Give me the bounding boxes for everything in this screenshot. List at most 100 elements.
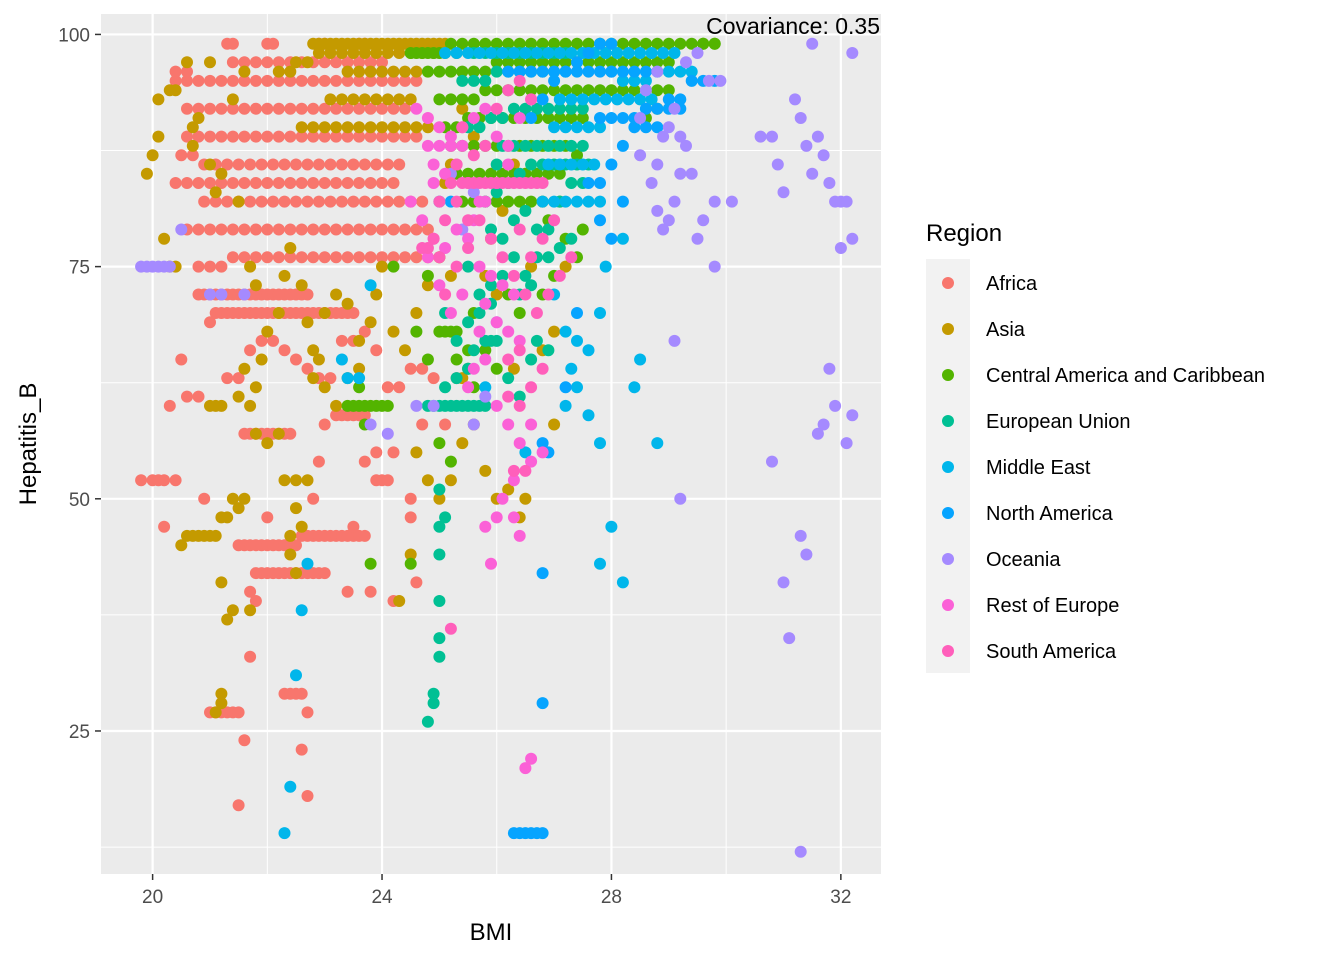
data-point: [255, 158, 268, 171]
data-point: [525, 158, 538, 171]
data-point: [215, 697, 228, 710]
data-point: [513, 437, 526, 450]
data-point: [616, 112, 629, 124]
data-point: [433, 650, 446, 663]
data-points: [135, 37, 859, 858]
data-point: [416, 418, 429, 431]
data-point: [307, 251, 320, 264]
data-point: [616, 195, 629, 208]
data-point: [582, 344, 595, 357]
data-point: [559, 65, 572, 78]
data-point: [559, 56, 572, 69]
series-africa: [135, 37, 463, 812]
data-point: [433, 520, 446, 533]
data-point: [238, 65, 251, 78]
data-point: [553, 139, 566, 152]
data-point: [616, 37, 629, 50]
data-point: [376, 130, 388, 143]
data-point: [399, 223, 411, 236]
data-point: [525, 279, 538, 292]
data-point: [318, 121, 331, 134]
data-point: [444, 474, 457, 487]
legend-title: Region: [926, 220, 1002, 247]
data-point: [226, 130, 239, 143]
data-point: [152, 93, 165, 106]
data-point: [433, 121, 446, 134]
data-point: [215, 177, 228, 189]
data-point: [364, 74, 377, 87]
data-point: [513, 307, 526, 319]
data-point: [582, 37, 595, 50]
data-point: [507, 47, 520, 59]
data-point: [295, 223, 308, 236]
data-point: [272, 102, 285, 115]
data-point: [662, 37, 675, 50]
data-point: [221, 613, 234, 626]
data-point: [542, 344, 555, 357]
data-point: [255, 195, 268, 208]
data-point: [502, 65, 515, 78]
data-point: [507, 511, 520, 524]
data-point: [467, 112, 480, 124]
data-point: [393, 47, 406, 59]
data-point: [215, 399, 228, 412]
data-point: [502, 139, 515, 152]
data-point: [582, 65, 595, 78]
data-point: [594, 65, 606, 78]
data-point: [416, 362, 429, 375]
data-point: [639, 102, 652, 115]
data-point: [410, 307, 423, 319]
data-point: [565, 232, 578, 245]
data-point: [817, 418, 830, 431]
data-point: [399, 65, 411, 78]
legend-key: [942, 323, 954, 335]
data-point: [800, 139, 813, 152]
data-point: [846, 47, 859, 59]
data-point: [565, 102, 578, 115]
data-point: [181, 177, 193, 189]
data-point: [324, 195, 337, 208]
data-point: [576, 93, 589, 106]
data-point: [175, 149, 188, 162]
data-point: [376, 223, 388, 236]
legend-key: [942, 369, 954, 381]
data-point: [553, 158, 566, 171]
data-point: [215, 288, 228, 301]
data-point: [358, 529, 371, 542]
data-point: [571, 121, 583, 134]
data-point: [324, 372, 337, 385]
data-point: [416, 242, 429, 254]
data-point: [312, 158, 325, 171]
data-point: [221, 372, 234, 385]
data-point: [301, 362, 314, 375]
data-point: [404, 492, 417, 505]
data-point: [215, 167, 228, 180]
data-point: [335, 158, 348, 171]
data-point: [817, 149, 830, 162]
data-point: [536, 446, 549, 459]
data-point: [462, 47, 475, 59]
data-point: [530, 47, 543, 59]
data-point: [341, 223, 354, 236]
data-point: [685, 37, 698, 50]
data-point: [410, 121, 423, 134]
data-point: [169, 177, 182, 189]
data-point: [364, 279, 377, 292]
data-point: [548, 214, 561, 227]
data-point: [462, 167, 475, 180]
data-point: [249, 595, 262, 607]
data-point: [450, 353, 463, 366]
data-point: [605, 112, 618, 124]
data-point: [634, 353, 647, 366]
data-point: [410, 223, 423, 236]
data-point: [599, 47, 612, 59]
data-point: [628, 121, 641, 134]
data-point: [416, 195, 429, 208]
data-point: [249, 102, 262, 115]
data-point: [358, 93, 371, 106]
data-point: [370, 344, 383, 357]
data-point: [542, 47, 555, 59]
data-point: [330, 102, 343, 115]
data-point: [244, 650, 257, 663]
